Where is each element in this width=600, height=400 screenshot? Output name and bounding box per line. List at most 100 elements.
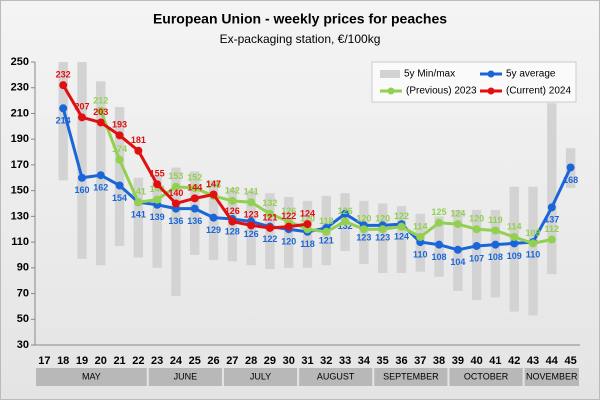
x-tick-label: 43 xyxy=(527,355,539,367)
data-label: 140 xyxy=(168,188,183,198)
data-label: 124 xyxy=(394,231,409,241)
data-label: 132 xyxy=(338,221,353,231)
series-point xyxy=(453,220,462,229)
data-label: 120 xyxy=(300,214,315,224)
data-label: 144 xyxy=(187,183,202,193)
data-label: 108 xyxy=(432,252,447,262)
series-point xyxy=(547,203,556,212)
series-point xyxy=(322,227,331,236)
y-tick-label: 30 xyxy=(17,339,29,351)
data-label: 139 xyxy=(150,212,165,222)
data-label: 123 xyxy=(244,210,259,220)
data-label: 120 xyxy=(469,214,484,224)
minmax-bar xyxy=(490,209,501,298)
minmax-bar xyxy=(58,62,68,181)
data-label: 214 xyxy=(56,116,71,126)
data-label: 110 xyxy=(526,249,541,259)
data-label: 232 xyxy=(56,70,71,80)
series-point xyxy=(77,173,86,182)
month-band xyxy=(449,368,523,386)
series-point xyxy=(209,190,218,199)
data-label: 110 xyxy=(413,249,428,259)
x-tick-label: 41 xyxy=(489,355,501,367)
data-label: 155 xyxy=(150,169,165,179)
series-point xyxy=(96,118,105,127)
data-label: 168 xyxy=(563,175,578,185)
data-label: 181 xyxy=(131,135,146,145)
minmax-bar xyxy=(547,103,557,275)
y-tick-label: 250 xyxy=(11,56,29,68)
y-tick-label: 230 xyxy=(11,82,29,94)
data-label: 118 xyxy=(319,216,334,226)
data-label: 109 xyxy=(507,251,522,261)
data-label: 153 xyxy=(168,171,183,181)
y-tick-label: 190 xyxy=(11,133,29,145)
data-label: 124 xyxy=(300,208,315,218)
x-tick-label: 24 xyxy=(170,355,183,367)
series-point xyxy=(435,218,444,227)
data-label: 152 xyxy=(187,172,202,182)
series-point xyxy=(435,240,444,249)
x-tick-label: 30 xyxy=(283,355,295,367)
chart-title: European Union - weekly prices for peach… xyxy=(153,11,447,27)
y-tick-label: 70 xyxy=(17,287,29,299)
data-label: 203 xyxy=(93,107,108,117)
data-label: 120 xyxy=(375,214,390,224)
series-point xyxy=(171,199,180,208)
month-label: AUGUST xyxy=(317,371,355,381)
x-tick-label: 25 xyxy=(189,355,201,367)
series-point xyxy=(190,194,199,203)
x-tick-label: 36 xyxy=(395,355,407,367)
data-label: 123 xyxy=(375,233,390,243)
legend-label: 5y Min/max xyxy=(404,69,455,80)
series-point xyxy=(77,113,86,122)
x-tick-label: 21 xyxy=(113,355,125,367)
month-band xyxy=(148,368,222,386)
series-point xyxy=(153,195,162,204)
data-label: 122 xyxy=(281,211,296,221)
month-band xyxy=(36,368,147,386)
data-label: 126 xyxy=(225,206,240,216)
x-tick-label: 35 xyxy=(377,355,389,367)
series-point xyxy=(341,209,350,218)
data-label: 126 xyxy=(244,229,259,239)
series-point xyxy=(491,226,500,235)
series-point xyxy=(228,217,237,226)
series-point xyxy=(265,223,274,232)
x-tick-label: 17 xyxy=(38,355,50,367)
minmax-bar xyxy=(377,203,388,273)
x-tick-label: 28 xyxy=(245,355,257,367)
data-label: 207 xyxy=(74,102,89,112)
data-label: 119 xyxy=(488,215,503,225)
data-label: 121 xyxy=(319,235,334,245)
data-label: 141 xyxy=(131,187,146,197)
x-tick-label: 27 xyxy=(226,355,238,367)
data-label: 114 xyxy=(413,221,428,231)
data-label: 126 xyxy=(281,206,296,216)
series-point xyxy=(510,239,519,248)
x-tick-label: 42 xyxy=(508,355,520,367)
series-point xyxy=(397,222,406,231)
data-label: 118 xyxy=(300,239,315,249)
x-tick-label: 31 xyxy=(301,355,313,367)
series-point xyxy=(247,221,256,230)
data-label: 120 xyxy=(356,214,371,224)
series-point xyxy=(472,225,481,234)
x-tick-label: 23 xyxy=(151,355,163,367)
series-point xyxy=(265,209,274,218)
data-label: 126 xyxy=(338,206,353,216)
x-tick-label: 29 xyxy=(264,355,276,367)
month-band xyxy=(374,368,448,386)
x-tick-label: 22 xyxy=(132,355,144,367)
minmax-bar xyxy=(528,186,538,316)
x-tick-label: 32 xyxy=(320,355,332,367)
legend-box xyxy=(371,61,577,103)
data-label: 107 xyxy=(469,253,484,263)
series-point xyxy=(303,220,312,229)
x-tick-label: 45 xyxy=(564,355,576,367)
series-point xyxy=(453,245,462,254)
data-label: 212 xyxy=(93,95,108,105)
y-tick-label: 150 xyxy=(11,185,29,197)
series-point xyxy=(134,146,143,155)
data-label: 141 xyxy=(244,187,259,197)
